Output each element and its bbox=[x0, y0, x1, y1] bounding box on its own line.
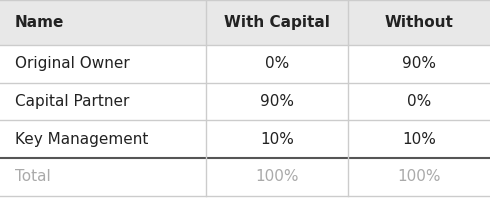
Text: 90%: 90% bbox=[260, 94, 294, 109]
Text: 100%: 100% bbox=[255, 170, 298, 184]
Text: Without: Without bbox=[385, 15, 453, 30]
Text: 0%: 0% bbox=[407, 94, 431, 109]
Text: 0%: 0% bbox=[265, 56, 289, 71]
Text: 10%: 10% bbox=[402, 132, 436, 147]
Text: With Capital: With Capital bbox=[224, 15, 330, 30]
Text: Key Management: Key Management bbox=[15, 132, 148, 147]
Text: 10%: 10% bbox=[260, 132, 294, 147]
Text: Original Owner: Original Owner bbox=[15, 56, 129, 71]
Text: Total: Total bbox=[15, 170, 50, 184]
FancyBboxPatch shape bbox=[0, 0, 490, 45]
Text: 100%: 100% bbox=[397, 170, 441, 184]
Text: Capital Partner: Capital Partner bbox=[15, 94, 129, 109]
Text: 90%: 90% bbox=[402, 56, 436, 71]
Text: Name: Name bbox=[15, 15, 64, 30]
